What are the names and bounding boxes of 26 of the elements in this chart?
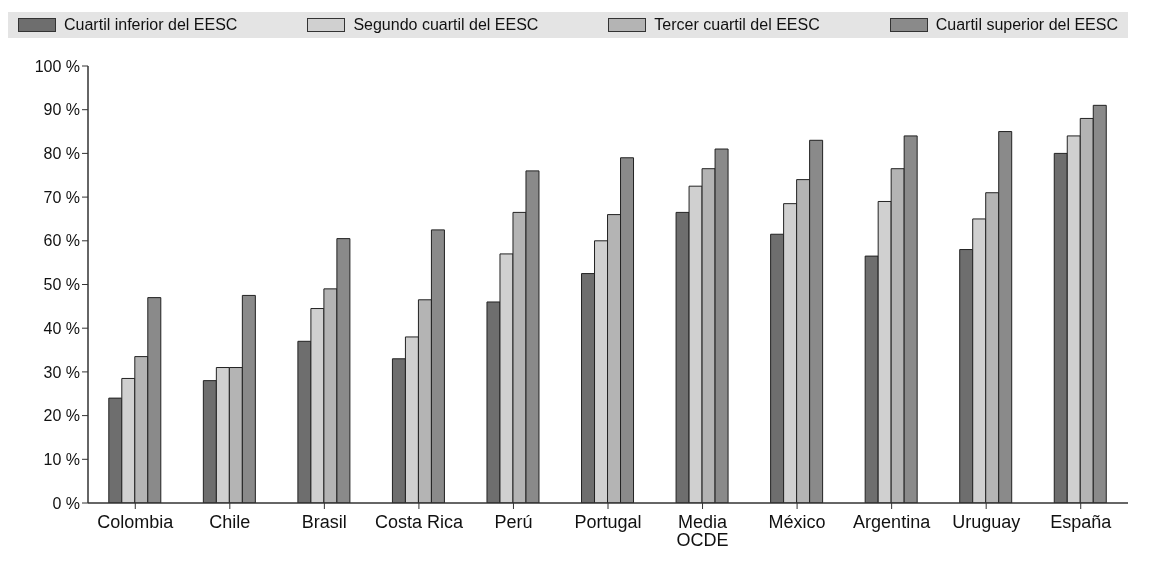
- x-tick-label: Chile: [209, 511, 251, 532]
- x-tick-label: Perú: [494, 511, 533, 532]
- x-tick-label: Portugal: [574, 511, 642, 532]
- x-tick-label: Costa Rica: [374, 511, 464, 532]
- legend-label: Cuartil superior del EESC: [934, 16, 1118, 34]
- y-tick-label: 90 %: [43, 101, 80, 119]
- y-tick-label: 20 %: [43, 407, 80, 425]
- y-tick-label: 0 %: [52, 494, 80, 512]
- x-tick-label: Media OCDE: [676, 511, 729, 550]
- y-tick-label: 30 %: [43, 363, 80, 381]
- x-tick-label: Argentina: [853, 511, 932, 532]
- y-tick-label: 100 %: [34, 57, 80, 75]
- y-tick-label: 80 %: [43, 145, 80, 163]
- legend-label: Cuartil inferior del EESC: [63, 16, 238, 34]
- x-tick-label: Colombia: [97, 511, 175, 532]
- y-tick-label: 40 %: [43, 319, 80, 337]
- y-tick-label: 10 %: [43, 450, 80, 468]
- x-tick-label: España: [1050, 511, 1113, 532]
- y-tick-label: 70 %: [43, 188, 80, 206]
- legend-label: Tercer cuartil del EESC: [653, 16, 820, 34]
- y-tick-label: 50 %: [43, 276, 80, 294]
- y-tick-label: 60 %: [43, 232, 80, 250]
- x-tick-label: Uruguay: [952, 511, 1021, 532]
- x-tick-label: Brasil: [301, 511, 347, 532]
- legend-label: Segundo cuartil del EESC: [352, 16, 539, 34]
- x-tick-label: México: [768, 511, 826, 532]
